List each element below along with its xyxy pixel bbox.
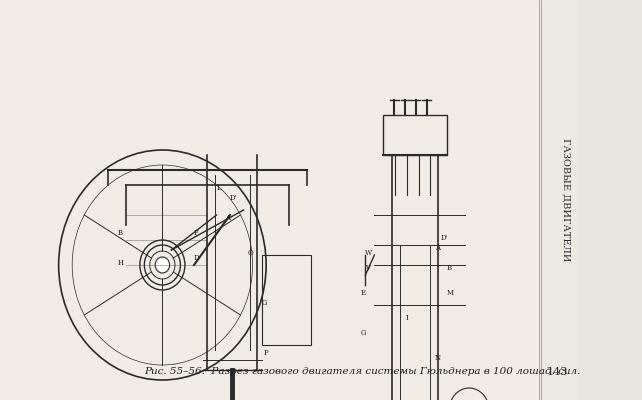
Text: G: G [361,329,367,337]
Bar [262,255,311,345]
Text: N: N [435,354,441,362]
Text: A: A [225,214,230,222]
Text: B: B [117,229,122,237]
Text: D: D [194,254,200,262]
Text: I: I [406,314,409,322]
Text: A: A [435,244,440,252]
Bar [542,0,579,400]
Text: F: F [194,229,199,237]
Text: 143: 143 [547,367,568,377]
Text: B: B [447,264,451,272]
Text: L: L [216,184,221,192]
Text: O: O [248,249,254,257]
Circle shape [155,257,169,273]
Text: M: M [447,289,454,297]
Text: D': D' [440,234,447,242]
Text: V: V [365,264,370,272]
Text: P: P [263,349,268,357]
Text: E: E [361,289,366,297]
Text: G: G [262,299,267,307]
Text: H: H [117,259,123,267]
Bar [383,115,447,155]
Text: Рис. 55–56.  Разрез газового двигателя системы Гюльднера в 100 лошад. сил.: Рис. 55–56. Разрез газового двигателя си… [144,368,581,376]
Text: D': D' [230,194,238,202]
Text: W: W [365,249,372,257]
Text: ГАЗОВЫЕ ДВИГАТЕЛИ: ГАЗОВЫЕ ДВИГАТЕЛИ [561,138,570,262]
